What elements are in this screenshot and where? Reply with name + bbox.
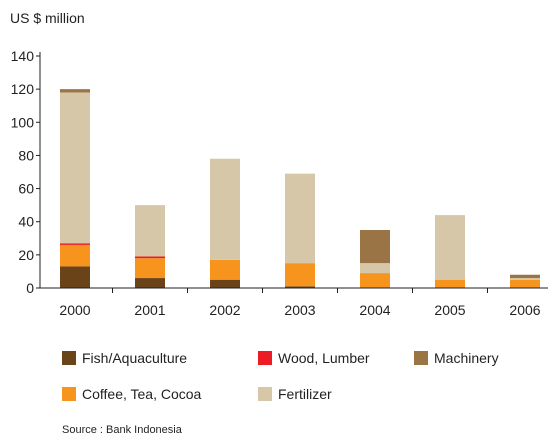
x-tick-label-2002: 2002 (209, 302, 240, 318)
bar-wood-lumber-2001 (135, 256, 165, 259)
bar-coffee-tea-cocoa-2005 (435, 279, 465, 288)
x-tick-label-2005: 2005 (434, 302, 465, 318)
y-tick-label-40: 40 (18, 214, 34, 230)
bar-fertilizer-2001 (135, 205, 165, 257)
y-tick-label-20: 20 (18, 247, 34, 263)
y-tick-label-140: 140 (11, 48, 35, 64)
x-tick-label-2004: 2004 (359, 302, 390, 318)
legend-label-fertilizer: Fertilizer (278, 386, 332, 402)
bar-fertilizer-2006 (510, 278, 540, 280)
bar-fish-aquaculture-2003 (285, 286, 315, 288)
bar-coffee-tea-cocoa-2003 (285, 263, 315, 287)
bar-machinery-2004 (360, 230, 390, 264)
bar-fish-aquaculture-2001 (135, 278, 165, 288)
y-tick-label-60: 60 (18, 181, 34, 197)
x-tick-label-2000: 2000 (59, 302, 90, 318)
legend-swatch-coffee-tea-cocoa (62, 387, 76, 401)
bar-coffee-tea-cocoa-2001 (135, 258, 165, 279)
x-tick-label-2001: 2001 (134, 302, 165, 318)
bar-machinery-2006 (510, 274, 540, 279)
legend-label-machinery: Machinery (434, 350, 499, 366)
legend-swatch-fertilizer (258, 387, 272, 401)
bar-coffee-tea-cocoa-2002 (210, 259, 240, 280)
x-tick-label-2003: 2003 (284, 302, 315, 318)
legend-label-coffee-tea-cocoa: Coffee, Tea, Cocoa (82, 386, 202, 402)
y-tick-label-120: 120 (11, 81, 35, 97)
legend-swatch-wood-lumber (258, 351, 272, 365)
source-note: Source : Bank Indonesia (62, 424, 182, 436)
y-tick-label-0: 0 (26, 280, 34, 296)
legend-swatch-machinery (414, 351, 428, 365)
bar-fertilizer-2002 (210, 158, 240, 260)
bar-fertilizer-2005 (435, 215, 465, 280)
bar-coffee-tea-cocoa-2006 (510, 279, 540, 288)
bar-coffee-tea-cocoa-2004 (360, 273, 390, 288)
bar-wood-lumber-2000 (60, 243, 90, 245)
y-tick-label-80: 80 (18, 147, 34, 163)
bar-fertilizer-2000 (60, 92, 90, 244)
x-tick-label-2006: 2006 (509, 302, 540, 318)
legend-label-fish-aquaculture: Fish/Aquaculture (82, 350, 188, 366)
legend-label-wood-lumber: Wood, Lumber (278, 350, 370, 366)
legend-swatch-fish-aquaculture (62, 351, 76, 365)
bar-coffee-tea-cocoa-2000 (60, 244, 90, 267)
y-axis-title: US $ million (10, 10, 85, 26)
bar-machinery-2000 (60, 89, 90, 93)
bar-fertilizer-2003 (285, 173, 315, 264)
bar-fish-aquaculture-2002 (210, 279, 240, 288)
bar-fish-aquaculture-2000 (60, 266, 90, 288)
y-tick-label-100: 100 (11, 114, 35, 130)
bar-fertilizer-2004 (360, 263, 390, 274)
